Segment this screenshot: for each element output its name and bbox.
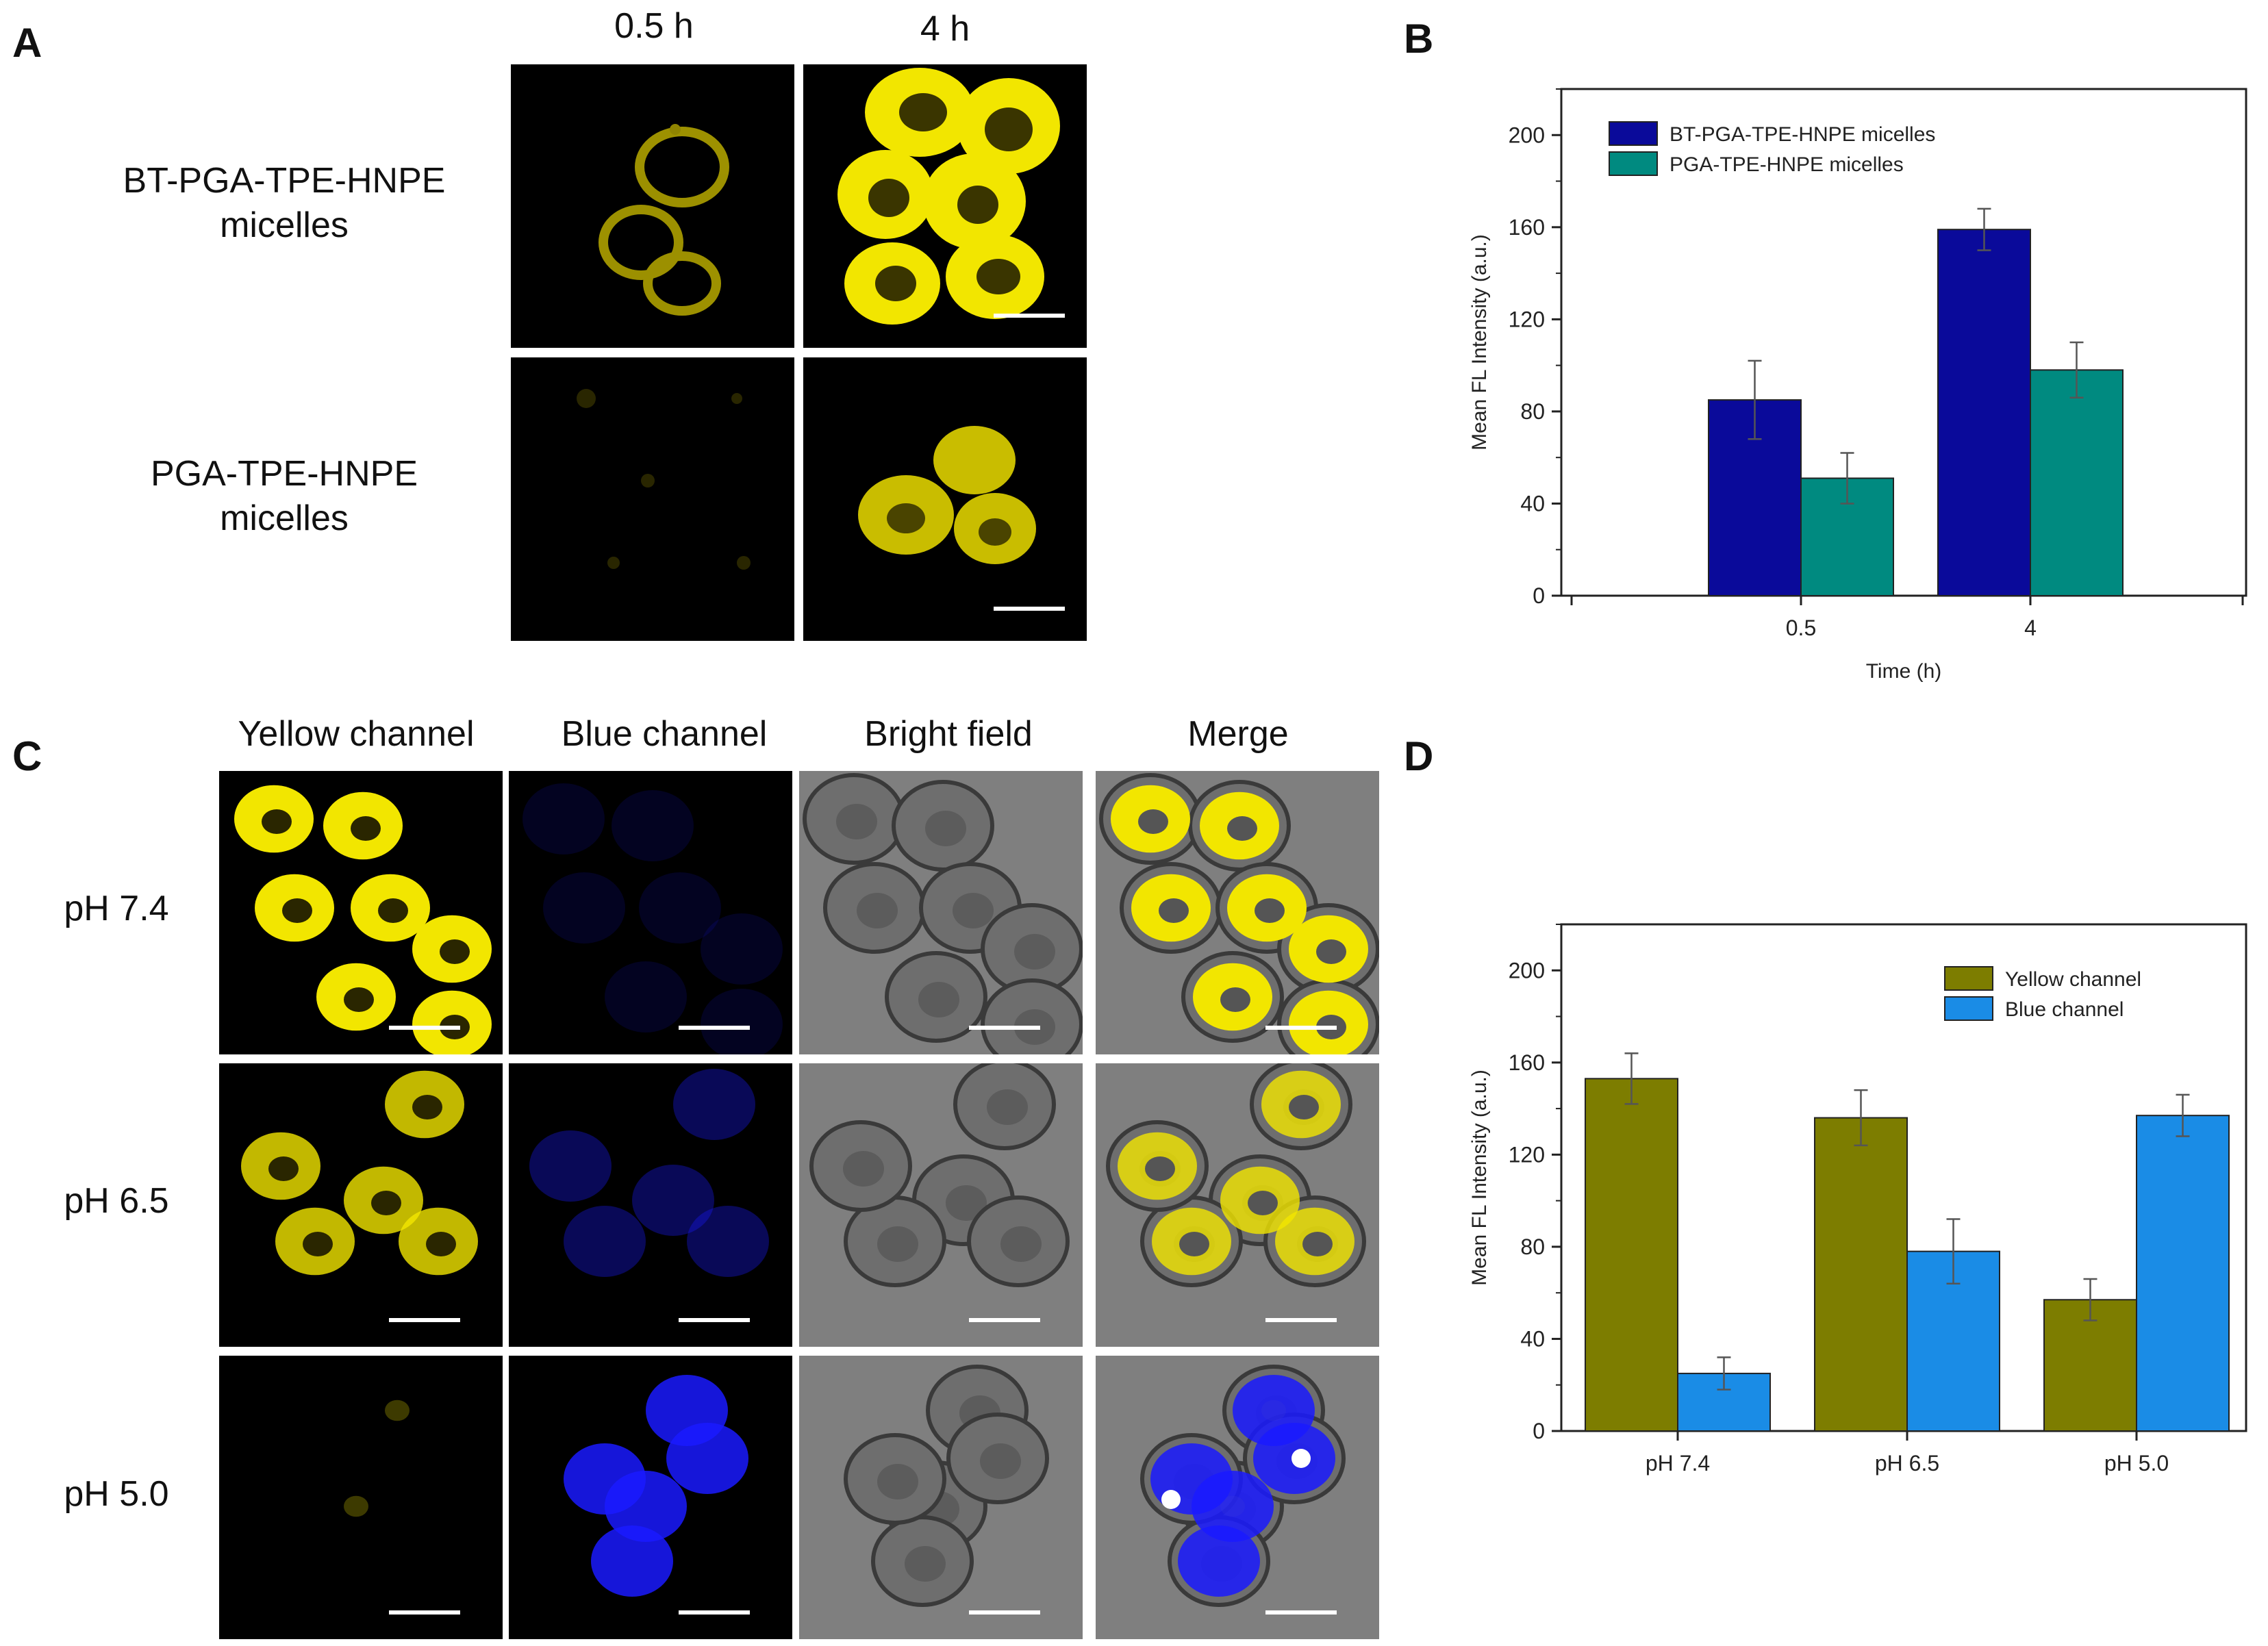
x-tick-label: 0.5 xyxy=(1786,616,1816,640)
micrograph-c-merge-ph50 xyxy=(1096,1356,1379,1639)
legend-label: BT-PGA-TPE-HNPE micelles xyxy=(1670,123,1935,146)
micrograph-a-bt-4h xyxy=(803,64,1087,348)
micrograph-c-blue-ph65 xyxy=(509,1063,792,1347)
plot-frame xyxy=(1560,88,2247,597)
micrograph-c-blue-ph74 xyxy=(509,771,792,1054)
col-header-bright-field: Bright field xyxy=(864,714,1033,754)
micrograph-a-pga-0-5h xyxy=(511,357,794,641)
legend-swatch xyxy=(1609,121,1658,146)
x-tick-label: pH 5.0 xyxy=(2104,1451,2169,1476)
x-tick-label: pH 6.5 xyxy=(1875,1451,1939,1476)
row-label-ph50: pH 5.0 xyxy=(64,1474,169,1514)
legend-label: PGA-TPE-HNPE micelles xyxy=(1670,153,1904,176)
panel-letter-c: C xyxy=(12,733,42,779)
chart-b-svg: 0 40 80 120 160 200 Mean FL Intensity (a.u.) 0.… xyxy=(1468,88,2247,683)
micrograph-c-bright-field-ph50 xyxy=(799,1356,1083,1639)
y-axis-label: Mean FL Intensity (a.u.) xyxy=(1468,1069,1491,1286)
micrograph-c-yellow-ph50 xyxy=(219,1356,503,1639)
y-tick-label: 160 xyxy=(1509,215,1545,240)
panel-letter-d: D xyxy=(1404,733,1434,779)
panel-letter-b: B xyxy=(1404,16,1434,62)
legend-swatch xyxy=(1944,996,1993,1021)
row-label-pga-micelles: PGA-TPE-HNPE micelles xyxy=(75,452,493,541)
row-label-line1: BT-PGA-TPE-HNPE xyxy=(123,161,446,201)
y-tick-label: 120 xyxy=(1509,307,1545,331)
chart-d-svg: 0 40 80 120 160 200 Mean FL Intensity (a.u.) pH… xyxy=(1468,923,2247,1476)
bar-bt-pga-tpe-hnpe-micelles-1 xyxy=(1937,229,2031,596)
y-tick-label: 160 xyxy=(1509,1050,1545,1075)
y-tick-label: 0 xyxy=(1533,1419,1545,1443)
legend-label: Blue channel xyxy=(2005,998,2124,1021)
panel-letter-a: A xyxy=(12,20,42,66)
row-label-ph65: pH 6.5 xyxy=(64,1181,169,1221)
col-header-4h: 4 h xyxy=(920,9,970,49)
x-tick-label: pH 7.4 xyxy=(1646,1451,1710,1476)
bar-yellow-channel-0 xyxy=(1585,1078,1678,1432)
y-tick-label: 40 xyxy=(1520,1326,1545,1351)
micrograph-a-pga-4h xyxy=(803,357,1087,641)
chart-b: 0 40 80 120 160 200 Mean FL Intensity (a.u.) 0.… xyxy=(1452,68,2268,702)
row-label-line2: micelles xyxy=(220,205,349,245)
y-tick-label: 200 xyxy=(1509,123,1545,147)
y-tick-label: 0 xyxy=(1533,583,1545,608)
y-tick-label: 120 xyxy=(1509,1142,1545,1167)
micrograph-c-bright-field-ph74 xyxy=(799,771,1083,1054)
bar-blue-channel-2 xyxy=(2136,1115,2230,1432)
micrograph-c-bright-field-ph65 xyxy=(799,1063,1083,1347)
y-tick-label: 80 xyxy=(1520,1234,1545,1259)
bar-pga-tpe-hnpe-micelles-1 xyxy=(2030,369,2124,596)
micrograph-c-merge-ph65 xyxy=(1096,1063,1379,1347)
micrograph-a-bt-0-5h xyxy=(511,64,794,348)
col-header-merge: Merge xyxy=(1187,714,1289,754)
legend-swatch xyxy=(1609,151,1658,176)
micrograph-c-blue-ph50 xyxy=(509,1356,792,1639)
y-tick-label: 80 xyxy=(1520,399,1545,424)
bar-yellow-channel-1 xyxy=(1814,1117,1908,1432)
row-label-line2: micelles xyxy=(220,498,349,538)
micrograph-c-merge-ph74 xyxy=(1096,771,1379,1054)
x-tick-label: 4 xyxy=(2024,616,2037,640)
col-header-yellow: Yellow channel xyxy=(238,714,475,754)
y-axis-label: Mean FL Intensity (a.u.) xyxy=(1468,234,1491,451)
row-label-line1: PGA-TPE-HNPE xyxy=(150,454,418,494)
y-tick-label: 200 xyxy=(1509,958,1545,983)
y-tick-label: 40 xyxy=(1520,491,1545,516)
legend-label: Yellow channel xyxy=(2005,968,2141,991)
x-axis-label: Time (h) xyxy=(1866,660,1942,683)
col-header-0-5h: 0.5 h xyxy=(614,6,694,46)
micrograph-c-yellow-ph74 xyxy=(219,771,503,1054)
row-label-bt-micelles: BT-PGA-TPE-HNPE micelles xyxy=(75,159,493,248)
micrograph-c-yellow-ph65 xyxy=(219,1063,503,1347)
col-header-blue: Blue channel xyxy=(561,714,768,754)
row-label-ph74: pH 7.4 xyxy=(64,889,169,928)
chart-d: 0 40 80 120 160 200 Mean FL Intensity (a.u.) pH… xyxy=(1452,911,2268,1599)
legend-swatch xyxy=(1944,966,1993,991)
